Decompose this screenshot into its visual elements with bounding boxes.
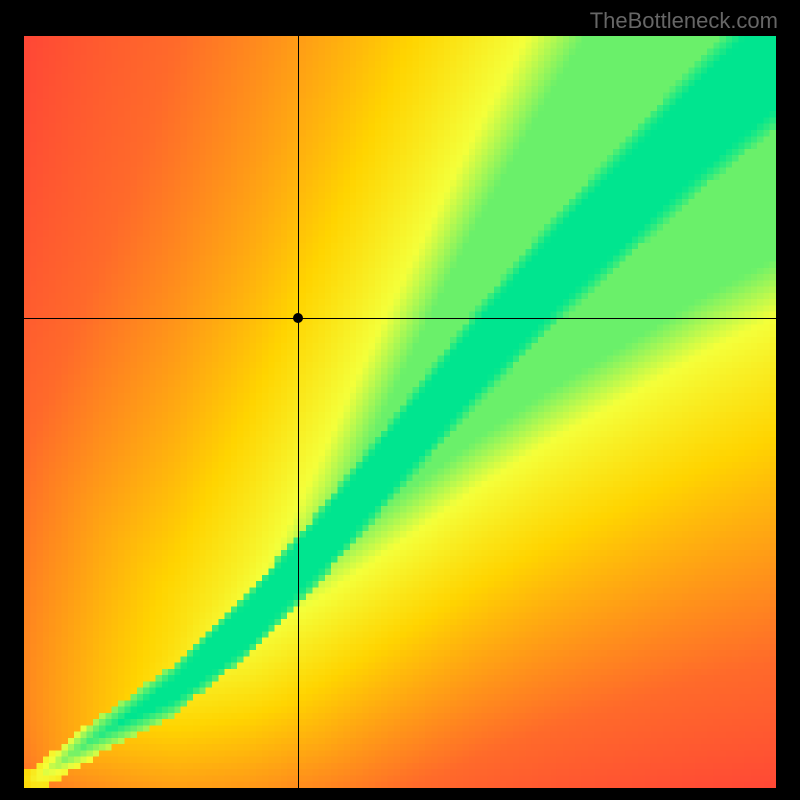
crosshair-vertical — [298, 36, 299, 788]
chart-container: { "watermark": { "text": "TheBottleneck.… — [0, 0, 800, 800]
heatmap-canvas — [24, 36, 776, 788]
heatmap-chart — [24, 36, 776, 788]
crosshair-horizontal — [24, 318, 776, 319]
watermark-text: TheBottleneck.com — [590, 8, 778, 34]
